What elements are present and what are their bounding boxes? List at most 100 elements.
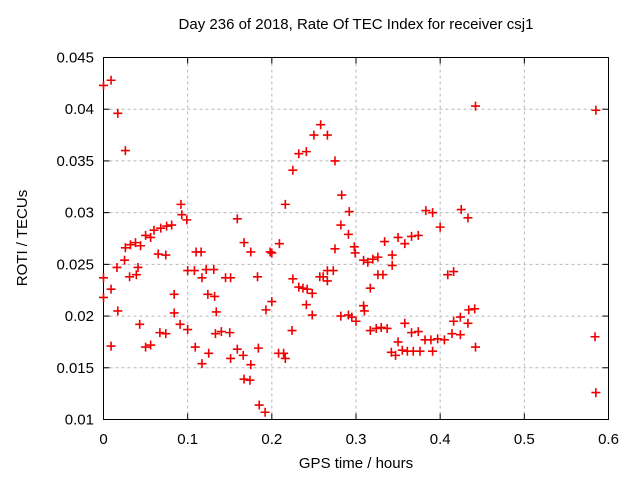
- data-point-marker: [141, 230, 151, 240]
- data-point-marker: [182, 215, 192, 225]
- data-point-marker: [196, 247, 206, 257]
- data-point-marker: [359, 301, 369, 311]
- data-point-marker: [203, 289, 213, 299]
- data-point-marker: [380, 237, 390, 247]
- y-tick-label: 0.025: [56, 256, 94, 273]
- data-point-marker: [328, 266, 338, 276]
- data-point-marker: [280, 199, 290, 209]
- data-point-marker: [470, 304, 480, 314]
- data-point-marker: [274, 239, 284, 249]
- data-point-marker: [267, 297, 277, 307]
- data-point-marker: [287, 326, 297, 336]
- x-tick-label: 0.2: [261, 431, 282, 448]
- data-point-marker: [322, 130, 332, 140]
- data-point-marker: [176, 199, 186, 209]
- data-point-marker: [428, 346, 438, 356]
- data-point-marker: [226, 273, 236, 283]
- data-point-marker: [239, 238, 249, 248]
- data-point-marker: [204, 348, 214, 358]
- data-point-marker: [135, 319, 145, 329]
- data-point-marker: [146, 340, 156, 350]
- data-point-marker: [330, 156, 340, 166]
- data-point-marker: [153, 249, 163, 259]
- data-point-marker: [125, 240, 135, 250]
- data-point-marker: [197, 359, 207, 369]
- data-point-marker: [155, 328, 165, 338]
- data-point-marker: [350, 248, 360, 258]
- data-point-marker: [133, 262, 143, 272]
- data-point-marker: [301, 300, 311, 310]
- data-point-marker: [216, 327, 226, 337]
- data-point-marker: [120, 146, 130, 156]
- data-point-marker: [347, 312, 357, 322]
- data-point-marker: [253, 343, 263, 353]
- data-point-marker: [99, 80, 108, 90]
- data-point-marker: [336, 311, 346, 321]
- data-point-marker: [387, 250, 397, 260]
- x-tick-label: 0.6: [598, 431, 619, 448]
- data-point-marker: [141, 342, 151, 352]
- data-point-marker: [146, 232, 156, 242]
- data-point-marker: [99, 292, 108, 302]
- data-point-marker: [130, 238, 140, 248]
- data-point-marker: [294, 282, 304, 292]
- data-point-marker: [400, 239, 410, 249]
- data-point-marker: [225, 328, 235, 338]
- data-point-marker: [149, 225, 159, 235]
- data-point-marker: [359, 255, 369, 265]
- data-point-marker: [294, 149, 304, 159]
- data-point-marker: [120, 255, 130, 265]
- data-point-marker: [189, 266, 199, 276]
- data-point-marker: [267, 248, 277, 258]
- data-point-marker: [365, 326, 375, 336]
- data-point-marker: [125, 272, 135, 282]
- x-axis-label: GPS time / hours: [299, 455, 413, 472]
- data-point-marker: [232, 344, 242, 354]
- data-point-marker: [106, 75, 116, 85]
- data-point-marker: [471, 342, 481, 352]
- data-point-marker: [254, 400, 264, 410]
- data-point-marker: [246, 247, 256, 257]
- data-point-marker: [209, 265, 219, 275]
- data-point-marker: [246, 360, 256, 370]
- data-point-marker: [471, 101, 481, 111]
- data-point-marker: [368, 254, 378, 264]
- data-point-marker: [280, 353, 290, 363]
- data-point-marker: [447, 329, 457, 339]
- data-point-marker: [365, 283, 375, 293]
- data-point-marker: [307, 310, 317, 320]
- data-point-marker: [407, 328, 417, 338]
- chart-title: Day 236 of 2018, Rate Of TEC Index for r…: [179, 16, 534, 33]
- data-point-marker: [106, 341, 116, 351]
- data-point-marker: [307, 288, 317, 298]
- data-point-marker: [161, 250, 171, 260]
- data-point-marker: [210, 329, 220, 339]
- data-point-marker: [426, 335, 436, 345]
- data-point-marker: [371, 323, 381, 333]
- chart-layers: 0 0.1 0.2 0.3 0.4 0.5 0.6 0.01 0.015 0.02 0.025 0.0…: [56, 50, 618, 449]
- data-point-marker: [253, 272, 263, 282]
- data-point-marker: [239, 374, 249, 384]
- data-point-marker: [455, 330, 465, 340]
- data-point-marker: [131, 270, 141, 280]
- data-point-marker: [261, 305, 271, 315]
- data-point-marker: [156, 223, 166, 233]
- data-point-marker: [226, 353, 236, 363]
- x-tick-label: 0.5: [514, 431, 535, 448]
- data-point-marker: [201, 265, 211, 275]
- data-point-marker: [99, 273, 108, 283]
- data-point-marker: [318, 272, 328, 282]
- data-point-marker: [393, 232, 403, 242]
- data-point-marker: [464, 305, 474, 315]
- data-point-marker: [415, 346, 425, 356]
- data-point-marker: [351, 316, 361, 326]
- data-point-marker: [591, 105, 601, 115]
- data-point-marker: [316, 120, 326, 130]
- data-point-marker: [463, 318, 473, 328]
- data-point-marker: [397, 345, 407, 355]
- data-point-marker: [449, 316, 459, 326]
- y-axis-label: ROTI / TECUs: [14, 190, 31, 286]
- data-point-marker: [400, 318, 410, 328]
- data-point-marker: [391, 350, 401, 360]
- data-point-marker: [359, 306, 369, 316]
